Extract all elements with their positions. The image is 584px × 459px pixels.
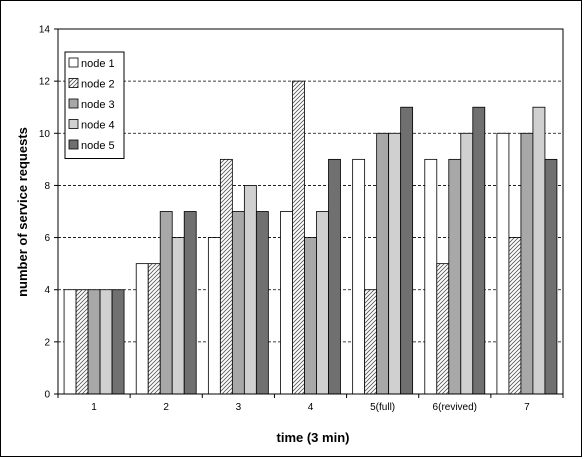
axes <box>54 28 564 398</box>
x-tick-label: 3 <box>236 402 242 413</box>
bar-node-4-3 <box>243 185 257 395</box>
bar-node-5-2 <box>183 211 197 395</box>
bar-node-5-4 <box>328 158 341 395</box>
y-tick-label: 10 <box>39 129 51 140</box>
bar-node-1-4 <box>280 211 293 395</box>
bar-node-1-6 <box>424 158 438 395</box>
bar-node-1-7 <box>496 132 510 395</box>
bar-node-2-7 <box>508 237 522 395</box>
bar-node-2-6 <box>436 263 450 395</box>
x-tick-label: 1 <box>91 402 97 413</box>
y-tick-label: 6 <box>44 233 50 244</box>
legend-swatch <box>68 119 79 129</box>
bar-node-3-6 <box>448 158 462 395</box>
y-axis-title: number of service requests <box>15 127 30 297</box>
bar-node-3-4 <box>304 237 317 395</box>
bar-node-3-7 <box>520 132 534 395</box>
bar-node-2-5 <box>364 289 378 395</box>
bar-node-3-1 <box>87 289 101 395</box>
bar-node-2-1 <box>75 289 89 395</box>
legend-label: node 2 <box>81 79 115 91</box>
bar-node-3-2 <box>159 211 173 395</box>
bar-node-4-1 <box>99 289 113 395</box>
bar-node-4-5 <box>388 132 402 395</box>
bar-node-5-7 <box>544 158 558 395</box>
bar-node-2-3 <box>219 158 233 395</box>
x-axis-title: time (3 min) <box>277 430 350 445</box>
legend-swatch <box>68 57 79 68</box>
legend-swatch <box>68 98 79 109</box>
legend-label: node 4 <box>81 120 115 132</box>
bar-node-3-3 <box>231 211 245 395</box>
bar-node-5-3 <box>255 211 269 395</box>
legend-label: node 5 <box>81 140 115 152</box>
bar-node-5-1 <box>111 289 125 395</box>
y-tick-label: 14 <box>39 25 51 36</box>
bar-node-3-5 <box>376 132 390 395</box>
x-tick-label: 5(full) <box>370 402 395 413</box>
x-tick-label: 6(revived) <box>433 402 477 413</box>
x-tick-label: 4 <box>308 402 314 413</box>
legend-label: node 1 <box>81 58 115 70</box>
bar-node-5-6 <box>472 106 486 395</box>
legend: node 1 node 2 node 3 node 4 node 5 <box>64 51 125 159</box>
y-tick-label: 4 <box>44 285 50 296</box>
y-tick-label: 8 <box>44 181 50 192</box>
bars <box>63 80 558 395</box>
legend-swatch <box>68 78 79 88</box>
bar-node-4-7 <box>532 106 546 395</box>
bar-node-2-4 <box>292 80 305 395</box>
bar-node-2-2 <box>147 263 161 395</box>
x-tick-label: 7 <box>524 402 530 413</box>
y-tick-label: 0 <box>44 390 50 401</box>
bar-node-1-3 <box>207 237 221 395</box>
bar-node-1-1 <box>63 289 77 395</box>
x-tick-label: 2 <box>163 402 169 413</box>
bar-node-1-2 <box>135 263 149 395</box>
bar-node-5-5 <box>400 106 414 395</box>
y-tick-label: 12 <box>39 77 51 88</box>
legend-swatch <box>68 139 79 150</box>
plot-area <box>57 28 564 395</box>
bar-node-4-2 <box>171 237 185 395</box>
bar-node-4-6 <box>460 132 474 395</box>
y-tick-label: 2 <box>44 337 50 348</box>
bar-node-1-5 <box>352 158 366 395</box>
bar-node-4-4 <box>316 211 329 395</box>
legend-label: node 3 <box>81 99 115 111</box>
